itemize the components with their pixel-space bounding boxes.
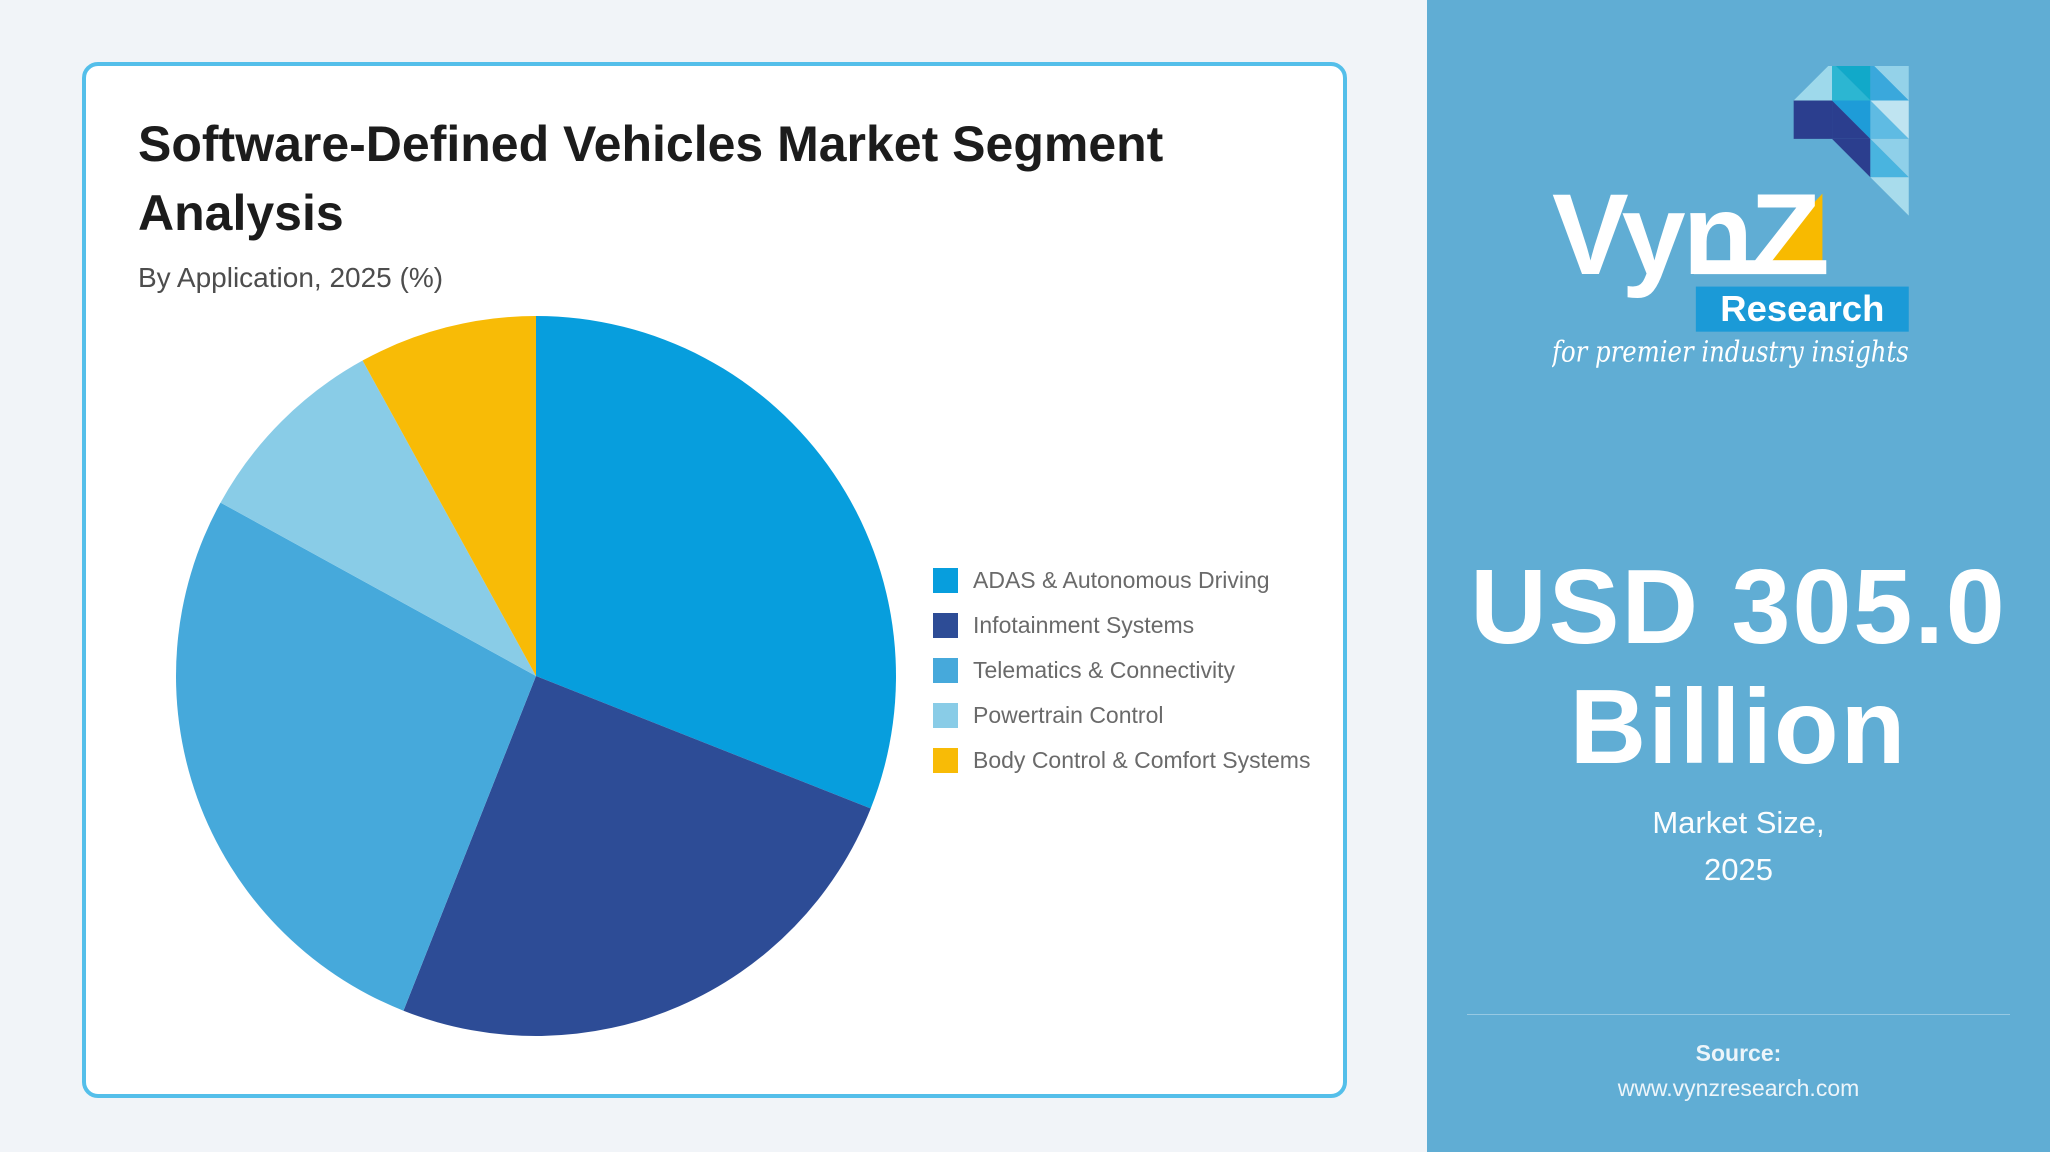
market-caption: Market Size, 2025 [1427,800,2050,893]
legend-label: Telematics & Connectivity [973,657,1236,683]
legend-label: Infotainment Systems [973,612,1195,638]
brand-name: VynZ [1552,171,1818,299]
page-subtitle: By Application, 2025 (%) [138,262,444,293]
pie-chart-svg [175,316,897,1036]
source-divider [1467,1014,2010,1015]
legend-swatch-icon [933,703,958,728]
legend-label: ADAS & Autonomous Driving [973,567,1270,593]
market-caption-line1: Market Size, [1652,805,1825,840]
pie-slice-adas-autonomous-driving [536,316,897,809]
legend-item: Telematics & Connectivity [933,648,1310,693]
pie-slice-infotainment-systems [403,676,871,1036]
market-value: USD 305.0 Billion [1470,548,2007,786]
legend-swatch-icon [933,613,958,638]
legend-label: Powertrain Control [973,702,1164,728]
brand-panel: VynZ Research for premier industry insig… [1427,0,2050,1152]
brand-tagline: for premier industry insights [1552,334,1909,368]
chart-card: Software-Defined Vehicles Market Segment… [82,62,1347,1098]
page-title: Software-Defined Vehicles Market Segment… [138,116,1164,241]
pie-chart [171,311,901,1041]
legend-label: Body Control & Comfort Systems [973,747,1311,773]
chart-legend: ADAS & Autonomous Driving Infotainment Sy… [933,558,1310,783]
legend-swatch-icon [933,568,958,593]
source-url: www.vynzresearch.com [1617,1074,1860,1101]
source-block: Source: www.vynzresearch.com [1427,1036,2050,1105]
logo-mosaic-icon [1793,66,1909,216]
logo-z-bar [1693,260,1826,275]
pie-slice-body-control-comfort-systems [362,316,536,676]
legend-item: Powertrain Control [933,693,1310,738]
legend-swatch-icon [933,748,958,773]
brand-logo: VynZ Research for premier industry insig… [1552,66,1909,368]
brand-sub-name: Research [1720,288,1884,329]
legend-item: ADAS & Autonomous Driving [933,558,1310,603]
market-caption-line2: 2025 [1704,851,1773,887]
pie-slice-telematics-connectivity [175,502,536,1011]
legend-swatch-icon [933,658,958,683]
pie-slice-powertrain-control [220,360,536,676]
source-label: Source: [1695,1040,1782,1066]
legend-item: Infotainment Systems [933,603,1310,648]
brand-sub-box [1695,286,1909,332]
legend-item: Body Control & Comfort Systems [933,738,1310,783]
